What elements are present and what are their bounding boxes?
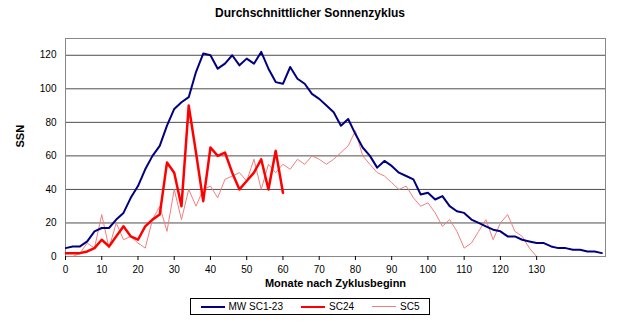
svg-text:130: 130 [528,264,545,275]
svg-text:100: 100 [40,83,57,94]
svg-text:Monate nach Zyklusbeginn: Monate nach Zyklusbeginn [265,277,406,289]
svg-text:100: 100 [420,264,437,275]
svg-text:70: 70 [314,264,326,275]
svg-text:30: 30 [169,264,181,275]
svg-text:60: 60 [45,150,57,161]
html-text:MW SC1-23: MW SC1-23 [228,301,283,312]
svg-text:120: 120 [492,264,509,275]
svg-text:0: 0 [51,251,57,262]
svg-text:60: 60 [277,264,289,275]
svg-text:80: 80 [350,264,362,275]
svg-text:0: 0 [63,264,69,275]
svg-text:40: 40 [45,184,57,195]
svg-text:20: 20 [45,217,57,228]
html-text:SC5: SC5 [400,301,420,312]
svg-text:40: 40 [205,264,217,275]
svg-text:120: 120 [40,49,57,60]
svg-text:50: 50 [241,264,253,275]
svg-text:110: 110 [456,264,472,275]
html-text:SC24: SC24 [329,301,354,312]
svg-text:80: 80 [45,117,57,128]
svg-text:10: 10 [96,264,108,275]
svg-text:SSN: SSN [14,125,26,148]
svg-text:20: 20 [132,264,144,275]
html-text:Durchschnittlicher Sonnenzyklu: Durchschnittlicher Sonnenzyklus [215,6,405,20]
svg-text:90: 90 [386,264,398,275]
